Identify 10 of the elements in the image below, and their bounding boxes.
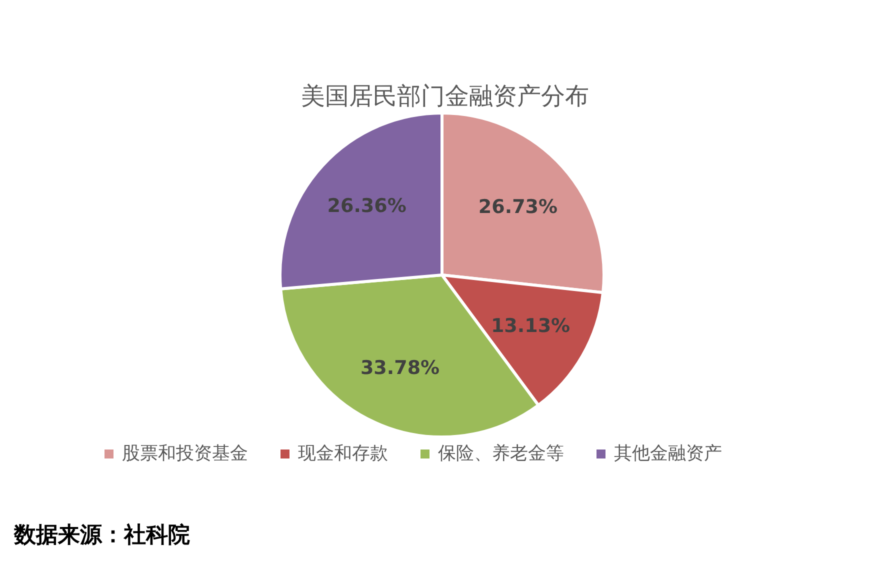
legend-label: 现金和存款 (298, 443, 388, 464)
data-label: 26.73% (478, 196, 558, 218)
data-label: 33.78% (360, 357, 440, 380)
chart-title: 美国居民部门金融资产分布 (301, 82, 589, 110)
legend-label: 其他金融资产 (614, 443, 722, 464)
data-label: 13.13% (490, 314, 570, 337)
legend-label: 保险、养老金等 (438, 443, 564, 464)
data-label: 26.36% (327, 194, 406, 217)
legend-label: 股票和投资基金 (122, 443, 248, 464)
source-note: 数据来源：社科院 (13, 523, 190, 548)
